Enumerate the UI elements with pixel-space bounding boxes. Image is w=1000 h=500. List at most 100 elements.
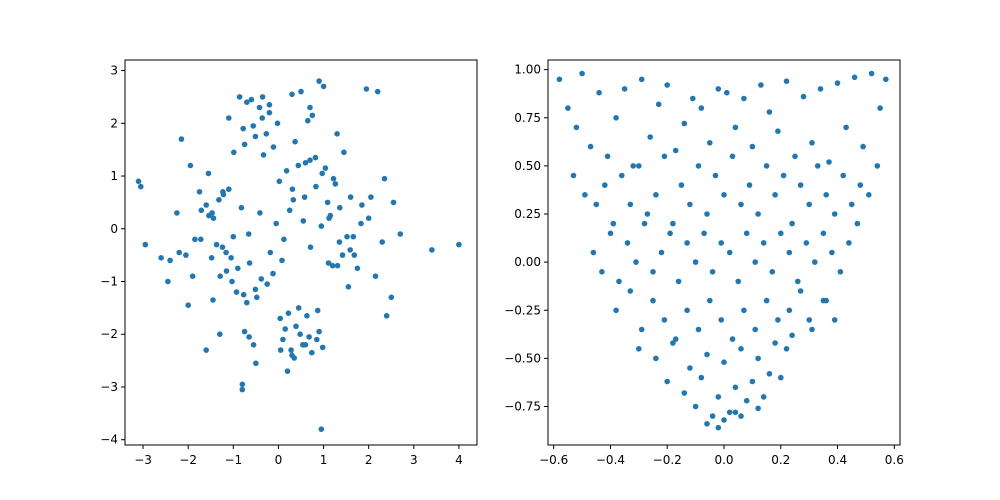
scatter-point [797, 288, 804, 294]
scatter-point [658, 249, 665, 256]
scatter-point [259, 94, 266, 100]
scatter-point [868, 70, 875, 77]
scatter-point [354, 265, 361, 272]
scatter-point [800, 93, 807, 100]
scatter-point [715, 424, 722, 431]
scatter-point [216, 197, 222, 203]
scatter-point [233, 289, 240, 295]
scatter-point [240, 291, 247, 298]
scatter-point [692, 259, 699, 265]
scatter-point [285, 310, 292, 317]
scatter-point [681, 390, 688, 396]
scatter-point [664, 82, 670, 88]
scatter-point [229, 278, 235, 285]
scatter-point [715, 394, 722, 400]
scatter-point [661, 153, 668, 160]
scatter-point [590, 249, 597, 256]
scatter-point [319, 344, 326, 351]
scatter-point [260, 152, 267, 158]
scatter-point [823, 297, 829, 304]
scatter-point [192, 236, 198, 243]
scatter-point [277, 315, 284, 322]
scatter-point [187, 162, 194, 169]
scatter-point [319, 170, 326, 177]
scatter-point [678, 182, 685, 188]
scatter-point [270, 144, 277, 150]
scatter-point [330, 175, 337, 182]
scatter-point [189, 273, 196, 280]
scatter-point [704, 211, 710, 217]
scatter-point [351, 252, 358, 258]
scatter-point [253, 294, 260, 301]
scatter-point [298, 88, 304, 95]
scatter-point [390, 199, 397, 206]
scatter-point [281, 236, 287, 243]
left-scatter-plot: −3 −2 −1 0 1 2 3 4 −4 −3 −2 −1 0 1 2 3 [100, 59, 478, 467]
scatter-point [846, 240, 852, 246]
scatter-point [135, 178, 142, 185]
scatter-point [772, 192, 778, 198]
scatter-point [332, 181, 339, 187]
scatter-point [347, 194, 354, 200]
scatter-point [246, 260, 253, 266]
scatter-point [196, 189, 203, 195]
scatter-point [792, 153, 798, 160]
scatter-point [217, 273, 223, 280]
scatter-points [556, 70, 889, 431]
scatter-point [749, 143, 756, 150]
scatter-point [718, 317, 724, 323]
scatter-point [814, 163, 821, 169]
scatter-point [707, 297, 713, 304]
scatter-point [295, 162, 302, 169]
x-tick-label: 1 [320, 453, 328, 467]
axes-frame [547, 59, 901, 446]
scatter-point [806, 317, 812, 323]
y-tick-label: −0.50 [504, 351, 541, 365]
scatter-point [165, 278, 171, 285]
scatter-point [707, 140, 713, 146]
x-tick-label: 2 [365, 453, 373, 467]
scatter-point [230, 233, 237, 240]
scatter-point [721, 192, 727, 198]
scatter-point [239, 386, 246, 393]
scatter-point [729, 153, 736, 160]
scatter-point [743, 230, 750, 237]
scatter-point [282, 326, 289, 332]
scatter-point [206, 212, 212, 219]
scatter-point [241, 141, 248, 148]
scatter-point [687, 201, 693, 208]
scatter-point [245, 231, 252, 237]
scatter-point [795, 278, 801, 285]
scatter-point [304, 313, 310, 319]
scatter-point [283, 168, 290, 174]
scatter-point [746, 182, 753, 188]
scatter-point [358, 220, 364, 227]
scatter-point [721, 417, 727, 423]
scatter-point [290, 197, 297, 203]
scatter-point [306, 334, 312, 340]
scatter-point [712, 172, 719, 179]
y-tick-label: −4 [100, 433, 118, 447]
scatter-point [667, 230, 673, 237]
scatter-point [277, 347, 284, 353]
scatter-point [874, 163, 881, 169]
scatter-point [760, 240, 767, 246]
y-tick-label: 0.00 [514, 255, 541, 269]
scatter-point [729, 336, 736, 342]
scatter-point [786, 249, 793, 256]
scatter-point [655, 101, 662, 108]
scatter-point [732, 409, 739, 416]
scatter-point [636, 163, 642, 169]
scatter-point [372, 273, 379, 280]
scatter-point [570, 172, 577, 179]
scatter-point [235, 265, 241, 272]
scatter-point [322, 165, 329, 171]
scatter-point [664, 378, 670, 385]
scatter-point [789, 220, 795, 227]
scatter-point [236, 94, 243, 100]
scatter-point [246, 334, 252, 340]
scatter-point [638, 76, 645, 83]
scatter-point [636, 346, 642, 352]
y-tick-label: −1 [100, 275, 118, 289]
y-tick-label: 1 [110, 169, 118, 183]
